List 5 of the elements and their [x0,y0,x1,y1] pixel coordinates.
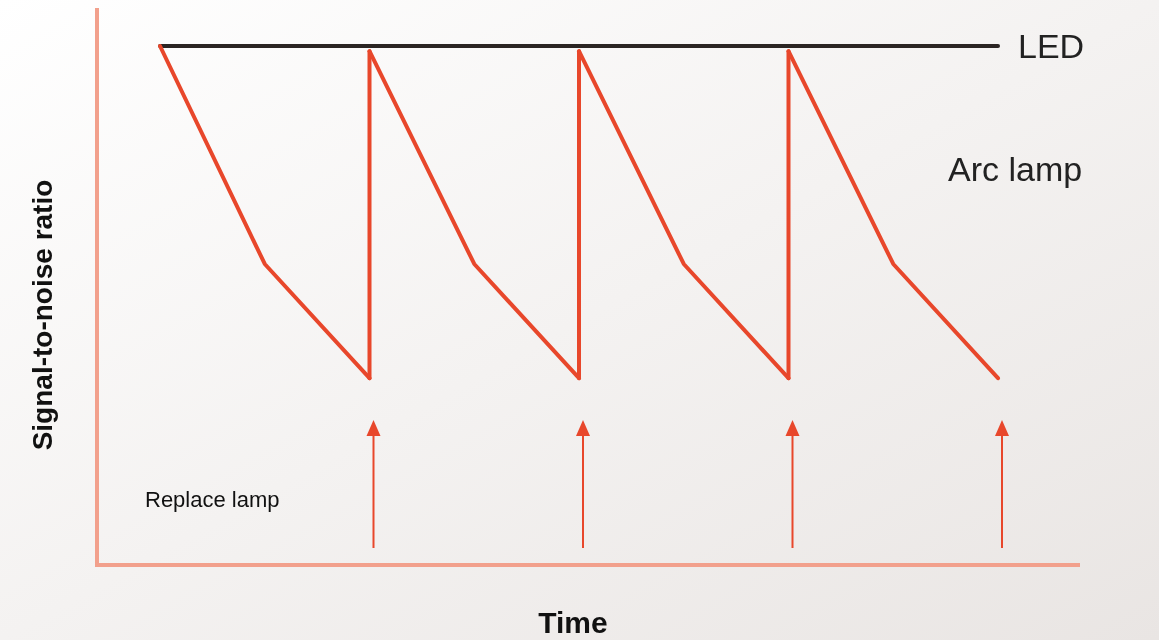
annotation: Replace lamp [145,487,280,512]
x-axis-title: Time [538,606,608,639]
y-axis-title: Signal-to-noise ratio [27,179,58,451]
series-label: LED [1018,27,1085,65]
text: Arc lamp [948,149,1083,188]
